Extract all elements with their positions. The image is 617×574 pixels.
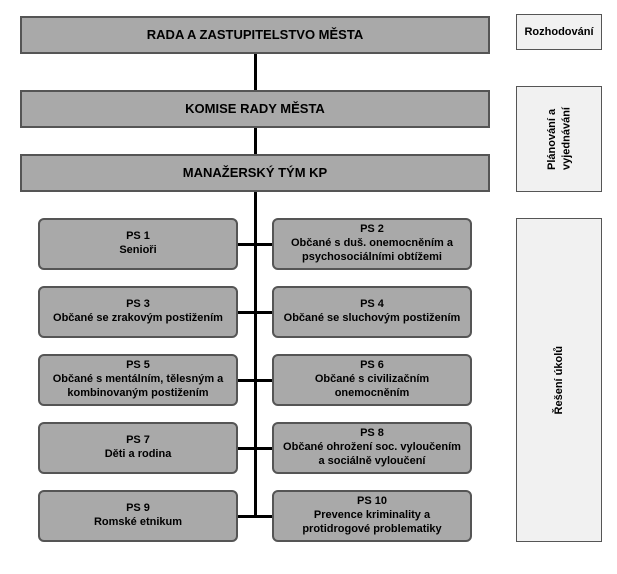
ps-code: PS 6	[360, 359, 384, 373]
ps-code: PS 2	[360, 223, 384, 237]
ps-code: PS 5	[126, 359, 150, 373]
node-komise: KOMISE RADY MĚSTA	[20, 90, 490, 128]
node-komise-label: KOMISE RADY MĚSTA	[185, 101, 325, 117]
ps-code: PS 4	[360, 298, 384, 312]
node-manazersky-label: MANAŽERSKÝ TÝM KP	[183, 165, 327, 181]
node-rada-label: RADA A ZASTUPITELSTVO MĚSTA	[147, 27, 363, 43]
ps-label: Občané se sluchovým postižením	[284, 312, 461, 326]
ps-code: PS 7	[126, 434, 150, 448]
connector-line	[238, 243, 255, 246]
side-planovani: Plánování a vyjednávání	[516, 86, 602, 192]
ps-label: Občané s civilizačním onemocněním	[280, 373, 464, 401]
ps-node: PS 4Občané se sluchovým postižením	[272, 286, 472, 338]
connector-line	[238, 515, 255, 518]
ps-code: PS 9	[126, 502, 150, 516]
ps-node: PS 7Děti a rodina	[38, 422, 238, 474]
ps-label: Občané ohrožení soc. vyloučením a sociál…	[280, 441, 464, 469]
ps-label: Občané s duš. onemocněním a psychosociál…	[280, 237, 464, 265]
connector-line	[255, 243, 272, 246]
side-reseni-label: Řešení úkolů	[552, 346, 566, 414]
ps-label: Senioři	[119, 244, 156, 258]
connector-line	[254, 128, 257, 154]
node-manazersky: MANAŽERSKÝ TÝM KP	[20, 154, 490, 192]
ps-node: PS 5Občané s mentálním, tělesným a kombi…	[38, 354, 238, 406]
connector-line	[238, 447, 255, 450]
ps-node: PS 3Občané se zrakovým postižením	[38, 286, 238, 338]
ps-node: PS 8Občané ohrožení soc. vyloučením a so…	[272, 422, 472, 474]
connector-line	[238, 311, 255, 314]
ps-code: PS 1	[126, 230, 150, 244]
ps-node: PS 2Občané s duš. onemocněním a psychoso…	[272, 218, 472, 270]
side-rozhodovani-label: Rozhodování	[524, 26, 593, 38]
connector-line	[255, 447, 272, 450]
ps-label: Prevence kriminality a protidrogové prob…	[280, 509, 464, 537]
node-rada: RADA A ZASTUPITELSTVO MĚSTA	[20, 16, 490, 54]
ps-node: PS 9Romské etnikum	[38, 490, 238, 542]
ps-node: PS 6Občané s civilizačním onemocněním	[272, 354, 472, 406]
ps-label: Občané se zrakovým postižením	[53, 312, 223, 326]
ps-label: Občané s mentálním, tělesným a kombinova…	[46, 373, 230, 401]
ps-code: PS 3	[126, 298, 150, 312]
connector-line	[255, 311, 272, 314]
connector-line	[254, 54, 257, 90]
ps-code: PS 8	[360, 427, 384, 441]
ps-node: PS 1Senioři	[38, 218, 238, 270]
ps-node: PS 10Prevence kriminality a protidrogové…	[272, 490, 472, 542]
ps-label: Romské etnikum	[94, 516, 182, 530]
connector-line	[254, 192, 257, 517]
side-rozhodovani: Rozhodování	[516, 14, 602, 50]
ps-code: PS 10	[357, 495, 387, 509]
connector-line	[238, 379, 255, 382]
side-planovani-label: Plánování a vyjednávání	[545, 87, 574, 191]
ps-label: Děti a rodina	[105, 448, 172, 462]
connector-line	[255, 515, 272, 518]
side-reseni: Řešení úkolů	[516, 218, 602, 542]
connector-line	[255, 379, 272, 382]
